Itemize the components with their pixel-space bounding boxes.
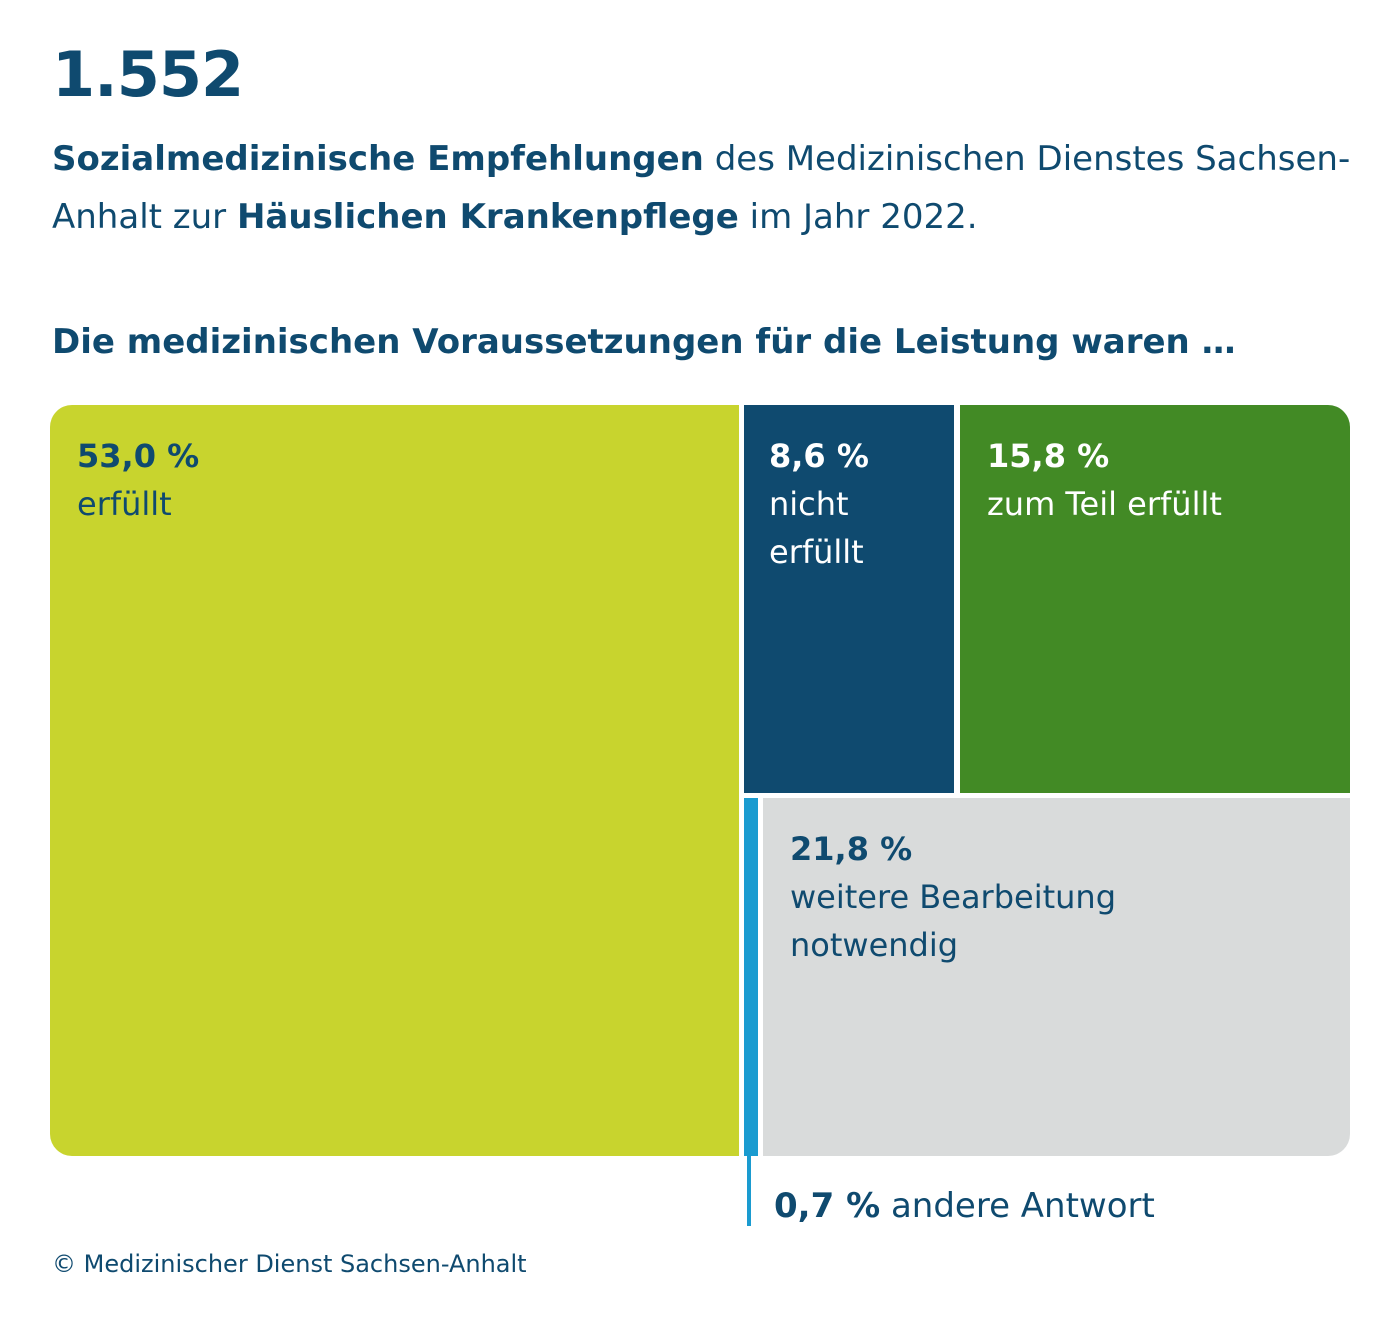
tile-weitere-bearbeitung: 21,8 % weitere Bearbeitung notwendig [763,798,1350,1156]
andere-antwort-annotation: 0,7 % andere Antwort [774,1186,1155,1227]
tile-weitere-bearbeitung-label: weitere Bearbeitung notwendig [790,878,1117,964]
tile-nicht-erfuellt-label: nicht erfüllt [769,485,864,571]
chart-title: Die medizinischen Voraussetzungen für di… [52,322,1236,362]
subtitle-text-1: des Medizinischen Dienstes Sachsen-Anhal… [52,139,1351,237]
tile-erfuellt-value: 53,0 % [77,437,200,475]
andere-antwort-leader-line [747,1156,751,1226]
subtitle-text-2: im Jahr 2022. [738,197,978,237]
tile-andere-antwort [744,798,758,1156]
headline-number: 1.552 [52,38,244,111]
tile-zum-teil-erfuellt-label: zum Teil erfüllt [987,485,1222,523]
subtitle-bold-1: Sozialmedizinische Empfehlungen [52,139,704,179]
tile-nicht-erfuellt-value: 8,6 % [769,437,869,475]
tile-erfuellt: 53,0 % erfüllt [50,405,739,1156]
tile-weitere-bearbeitung-value: 21,8 % [790,830,913,868]
tile-erfuellt-label: erfüllt [77,485,172,523]
andere-antwort-label: andere Antwort [890,1186,1155,1226]
tile-nicht-erfuellt: 8,6 % nicht erfüllt [744,405,954,793]
copyright-footer: © Medizinischer Dienst Sachsen-Anhalt [52,1250,527,1278]
subtitle-bold-2: Häuslichen Krankenpflege [236,197,739,237]
tile-zum-teil-erfuellt-value: 15,8 % [987,437,1110,475]
subtitle: Sozialmedizinische Empfehlungen des Medi… [52,130,1352,246]
andere-antwort-value: 0,7 % [774,1186,881,1226]
tile-zum-teil-erfuellt: 15,8 % zum Teil erfüllt [960,405,1350,793]
